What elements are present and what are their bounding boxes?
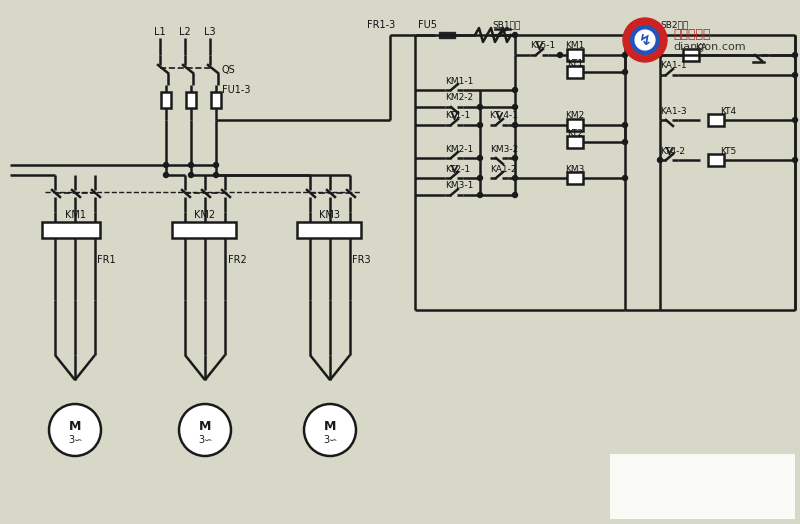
- Circle shape: [513, 192, 518, 198]
- Text: KM3: KM3: [319, 210, 341, 220]
- Text: ↯: ↯: [638, 32, 651, 48]
- Circle shape: [558, 52, 562, 58]
- Circle shape: [513, 104, 518, 110]
- Bar: [708, 154, 724, 166]
- Text: KM3: KM3: [566, 165, 585, 173]
- Text: KA1-2: KA1-2: [490, 165, 517, 173]
- Bar: [439, 32, 455, 38]
- Text: 3∽: 3∽: [323, 435, 337, 445]
- Text: KM2-1: KM2-1: [445, 145, 474, 154]
- Circle shape: [478, 123, 482, 127]
- Bar: [567, 136, 583, 148]
- Circle shape: [793, 52, 798, 58]
- Bar: [186, 92, 196, 108]
- Text: L3: L3: [204, 27, 216, 37]
- Circle shape: [635, 30, 655, 50]
- Bar: [172, 222, 236, 238]
- Text: KT1: KT1: [567, 59, 583, 68]
- Text: KM2: KM2: [566, 112, 585, 121]
- Text: M: M: [199, 420, 211, 432]
- Circle shape: [658, 158, 662, 162]
- Circle shape: [478, 176, 482, 180]
- Text: KM1: KM1: [65, 210, 86, 220]
- Circle shape: [622, 123, 627, 127]
- Text: 3∽: 3∽: [198, 435, 212, 445]
- Bar: [567, 49, 583, 61]
- Bar: [211, 92, 221, 108]
- Circle shape: [658, 52, 662, 58]
- Bar: [567, 66, 583, 78]
- Circle shape: [49, 404, 101, 456]
- Circle shape: [513, 123, 518, 127]
- Circle shape: [189, 162, 194, 168]
- Text: SB2停止: SB2停止: [660, 20, 688, 29]
- Text: FU5: FU5: [418, 20, 437, 30]
- Circle shape: [513, 176, 518, 180]
- Text: KM3-1: KM3-1: [445, 181, 474, 191]
- Text: KA1-1: KA1-1: [660, 61, 686, 71]
- Circle shape: [630, 26, 659, 54]
- Circle shape: [622, 70, 627, 74]
- Text: KT5: KT5: [720, 147, 736, 156]
- Circle shape: [304, 404, 356, 456]
- Text: SB1启动: SB1启动: [492, 20, 520, 29]
- Bar: [567, 119, 583, 131]
- Text: 3∽: 3∽: [68, 435, 82, 445]
- Text: KM1: KM1: [566, 41, 585, 50]
- Circle shape: [478, 192, 482, 198]
- Text: M: M: [324, 420, 336, 432]
- Bar: [161, 92, 171, 108]
- Circle shape: [793, 117, 798, 123]
- Text: KA1-3: KA1-3: [660, 106, 686, 115]
- Bar: [567, 172, 583, 184]
- Circle shape: [478, 156, 482, 160]
- Text: KM2-2: KM2-2: [445, 93, 473, 103]
- Text: KM1-1: KM1-1: [445, 77, 474, 85]
- Text: FR2: FR2: [228, 255, 246, 265]
- Text: KM3-2: KM3-2: [490, 145, 518, 154]
- Circle shape: [163, 162, 169, 168]
- Text: FR3: FR3: [352, 255, 370, 265]
- Circle shape: [623, 18, 667, 62]
- Text: FU1-3: FU1-3: [222, 85, 250, 95]
- Circle shape: [163, 172, 169, 178]
- Text: KT5-1: KT5-1: [530, 41, 555, 50]
- Circle shape: [513, 32, 518, 38]
- Circle shape: [179, 404, 231, 456]
- Text: KT4: KT4: [720, 106, 736, 115]
- Circle shape: [513, 156, 518, 160]
- Text: FR1: FR1: [97, 255, 116, 265]
- Text: KT4-2: KT4-2: [660, 147, 685, 156]
- Bar: [683, 49, 699, 61]
- Bar: [42, 222, 100, 238]
- Text: KT 4-1: KT 4-1: [490, 112, 518, 121]
- Text: L1: L1: [154, 27, 166, 37]
- Text: L2: L2: [179, 27, 191, 37]
- Text: KM2: KM2: [194, 210, 215, 220]
- Circle shape: [622, 52, 627, 58]
- Circle shape: [622, 176, 627, 180]
- Text: QS: QS: [222, 65, 236, 75]
- Circle shape: [478, 104, 482, 110]
- Circle shape: [189, 172, 194, 178]
- Text: KT2-1: KT2-1: [445, 165, 470, 173]
- Circle shape: [513, 88, 518, 93]
- Text: FR1-3: FR1-3: [366, 20, 395, 30]
- Text: M: M: [69, 420, 81, 432]
- Text: diangon.com: diangon.com: [673, 42, 746, 52]
- Text: 电工学习网: 电工学习网: [673, 27, 710, 40]
- Text: KT2: KT2: [567, 128, 583, 137]
- Bar: [610, 454, 795, 519]
- Circle shape: [214, 162, 218, 168]
- Text: KA: KA: [695, 42, 707, 51]
- Circle shape: [793, 72, 798, 78]
- Circle shape: [214, 172, 218, 178]
- Circle shape: [793, 158, 798, 162]
- Bar: [297, 222, 361, 238]
- Text: KT1-1: KT1-1: [445, 112, 470, 121]
- Circle shape: [622, 139, 627, 145]
- Bar: [708, 114, 724, 126]
